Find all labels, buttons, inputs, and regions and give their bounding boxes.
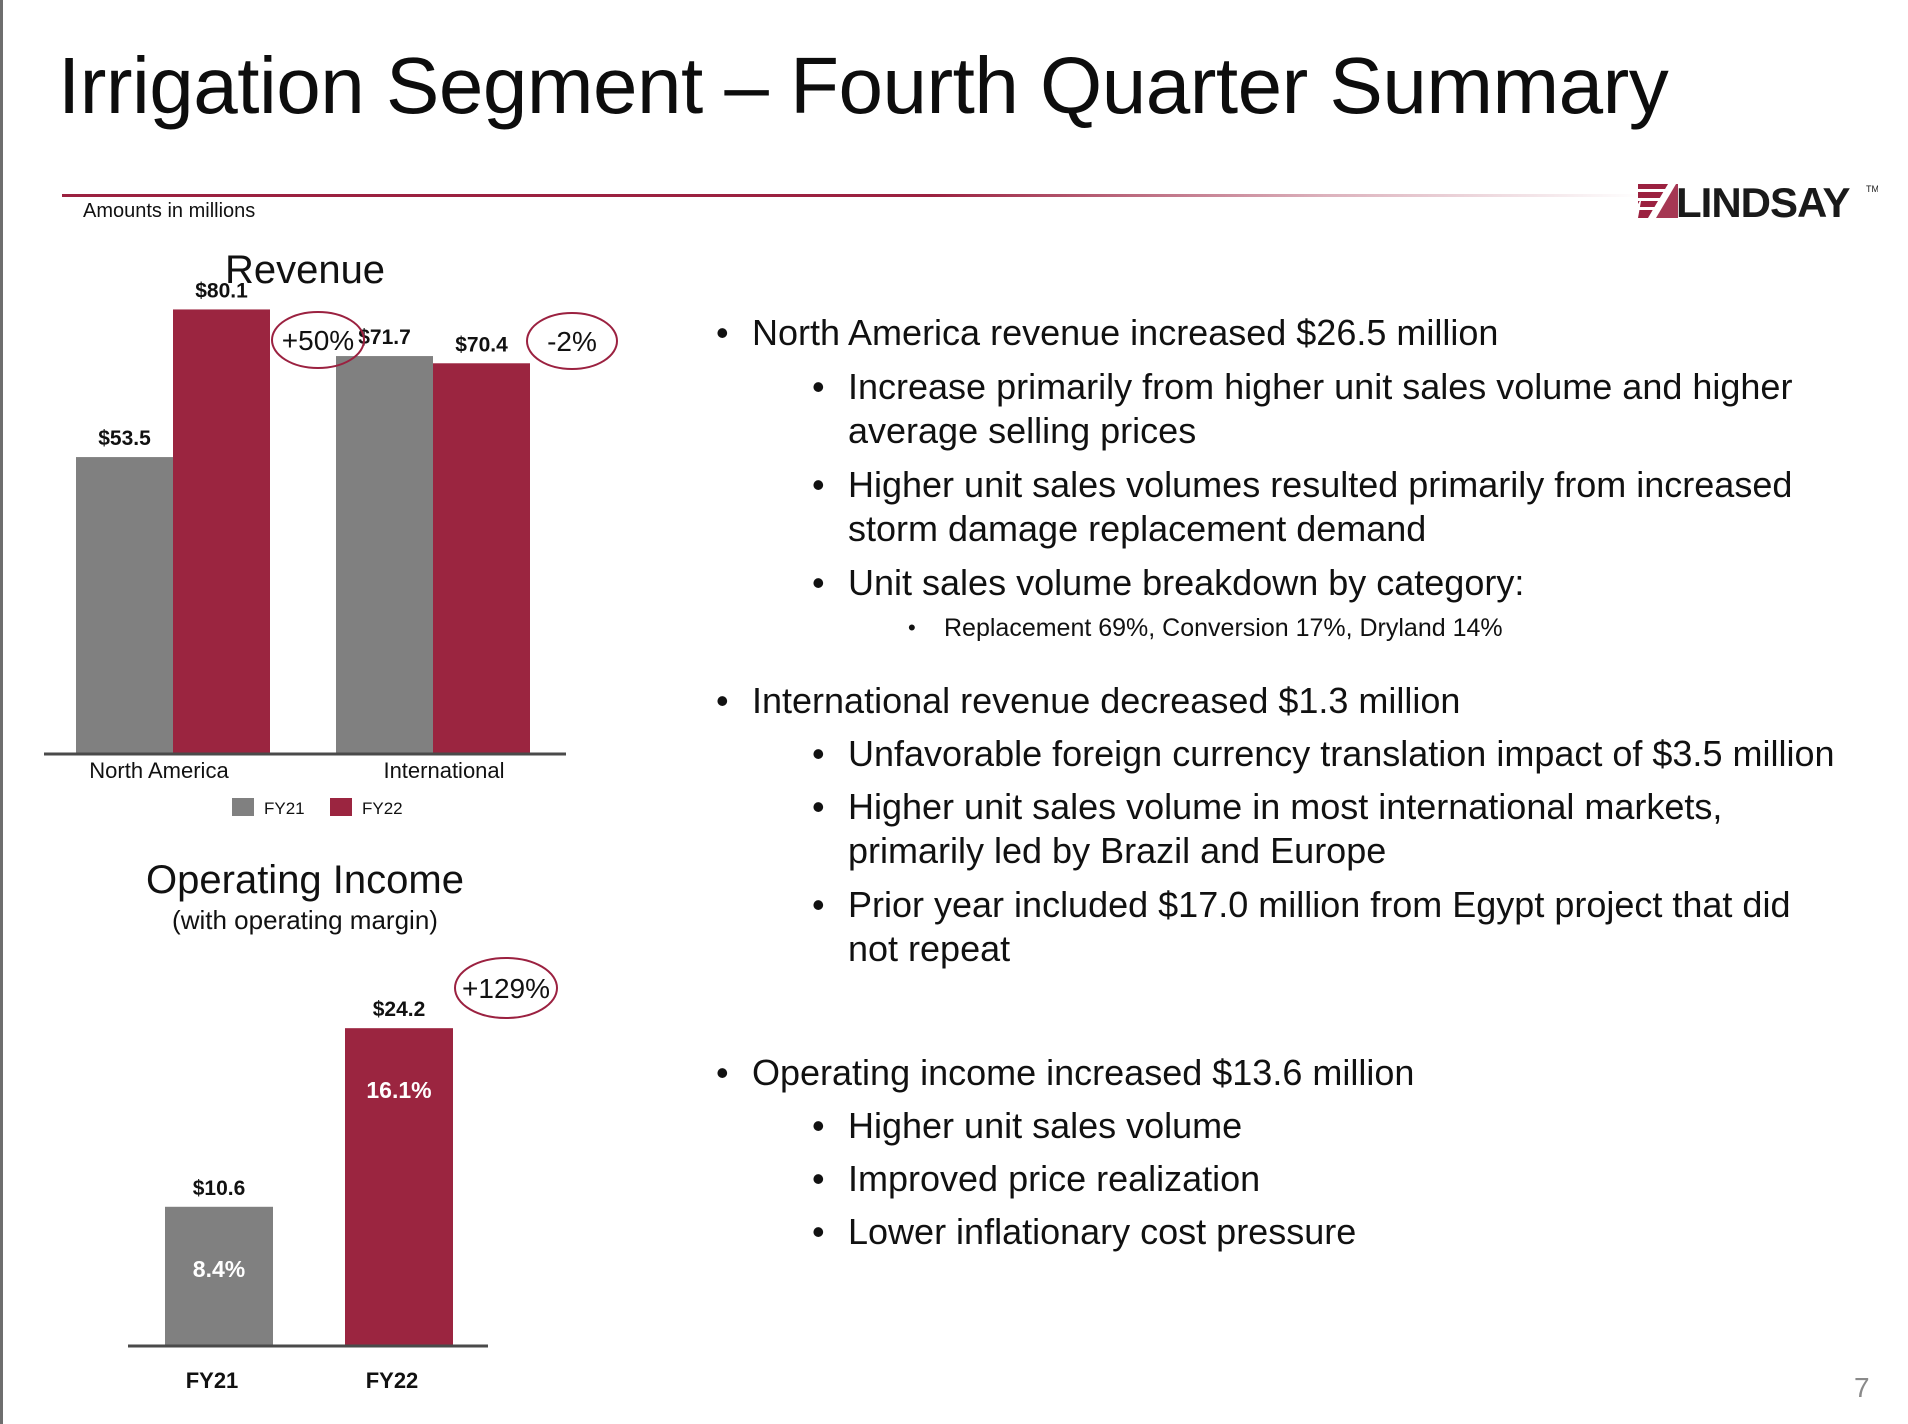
bullet-operating-heading: • Operating income increased $13.6 millio… [716, 1052, 1415, 1093]
operating-income-chart-subtitle: (with operating margin) [172, 905, 438, 935]
legend-swatch-fy22 [330, 798, 352, 816]
operating-income-data-label: $24.2 [373, 998, 426, 1021]
operating-income-category-label: FY21 [186, 1368, 239, 1393]
slide-title: Irrigation Segment – Fourth Quarter Summ… [58, 41, 1669, 130]
bullet-op-item: • Improved price realization [812, 1158, 1261, 1199]
lindsay-logo: LINDSAY TM [1638, 180, 1878, 222]
revenue-bar-fy22-1 [433, 363, 530, 754]
page-number: 7 [1854, 1372, 1870, 1403]
slide-left-edge [0, 0, 3, 1424]
brand-trademark: TM [1866, 184, 1878, 194]
revenue-bar-fy21-0 [76, 457, 173, 754]
bullet-op-item: • Lower inflationary cost pressure [812, 1211, 1357, 1252]
operating-income-bar-fy21 [165, 1206, 273, 1346]
revenue-bar-fy21-1 [336, 356, 433, 754]
revenue-chart-title: Revenue [224, 248, 386, 292]
revenue-data-label: $71.7 [358, 326, 411, 349]
revenue-data-label: $53.5 [98, 427, 151, 450]
bullet-na-item-cont: storm damage replacement demand [848, 508, 1427, 549]
operating-income-bar-fy22 [345, 1028, 453, 1346]
revenue-bar-fy22-0 [173, 309, 270, 754]
revenue-category-label: International [383, 758, 504, 783]
operating-margin-label: 8.4% [193, 1256, 245, 1282]
bullet-intl-item: • Unfavorable foreign currency translatio… [812, 733, 1835, 774]
bullet-na-item: • Increase primarily from higher unit sal… [812, 366, 1793, 407]
operating-income-data-label: $10.6 [193, 1177, 246, 1200]
growth-annotation-label: -2% [547, 326, 597, 357]
legend-label-fy21: FY21 [264, 799, 305, 818]
legend-swatch-fy21 [232, 798, 254, 816]
growth-annotation-label: +129% [462, 973, 550, 1004]
revenue-data-label: $80.1 [195, 279, 248, 302]
bullet-international-heading: • International revenue decreased $1.3 mi… [716, 680, 1461, 721]
growth-annotation-circle [454, 957, 558, 1019]
bullet-na-item: • Unit sales volume breakdown by category… [812, 562, 1525, 603]
bullet-intl-item: • Higher unit sales volume in most intern… [812, 786, 1723, 827]
amounts-note: Amounts in millions [83, 200, 256, 222]
brand-name: LINDSAY [1676, 180, 1850, 222]
bullet-intl-item: • Prior year included $17.0 million from … [812, 884, 1791, 925]
bullet-op-item: • Higher unit sales volume [812, 1105, 1243, 1146]
revenue-chart: $53.5 $71.7 $80.1 $70.4 North America Interna… [44, 279, 618, 818]
revenue-data-label: $70.4 [455, 333, 508, 356]
charts-canvas: $53.5 $71.7 $80.1 $70.4 North America Interna… [44, 279, 618, 1393]
growth-annotation-circle [271, 311, 365, 369]
bullet-intl-item-cont: primarily led by Brazil and Europe [848, 830, 1387, 871]
operating-margin-label: 16.1% [366, 1077, 431, 1103]
bullet-na-item: • Higher unit sales volumes resulted prim… [812, 464, 1793, 505]
operating-income-category-label: FY22 [366, 1368, 419, 1393]
operating-income-chart-title: Operating Income [146, 858, 464, 902]
revenue-category-label: North America [89, 758, 229, 783]
bullet-north-america-heading: • North America revenue increased $26.5 m… [716, 312, 1499, 353]
title-rule [62, 194, 1642, 197]
bullet-intl-item-cont: not repeat [848, 928, 1011, 969]
operating-income-chart: $10.6 8.4% FY21 $24.2 16.1% FY22 +129% [128, 957, 558, 1393]
growth-annotation-circle [526, 312, 618, 370]
growth-annotation-label: +50% [282, 325, 354, 356]
bullet-na-item-cont: average selling prices [848, 410, 1197, 451]
lindsay-logo-mark: LINDSAY TM [1638, 180, 1878, 222]
legend-label-fy22: FY22 [362, 799, 403, 818]
bullet-na-sub-item: • Replacement 69%, Conversion 17%, Drylan… [908, 614, 1503, 642]
